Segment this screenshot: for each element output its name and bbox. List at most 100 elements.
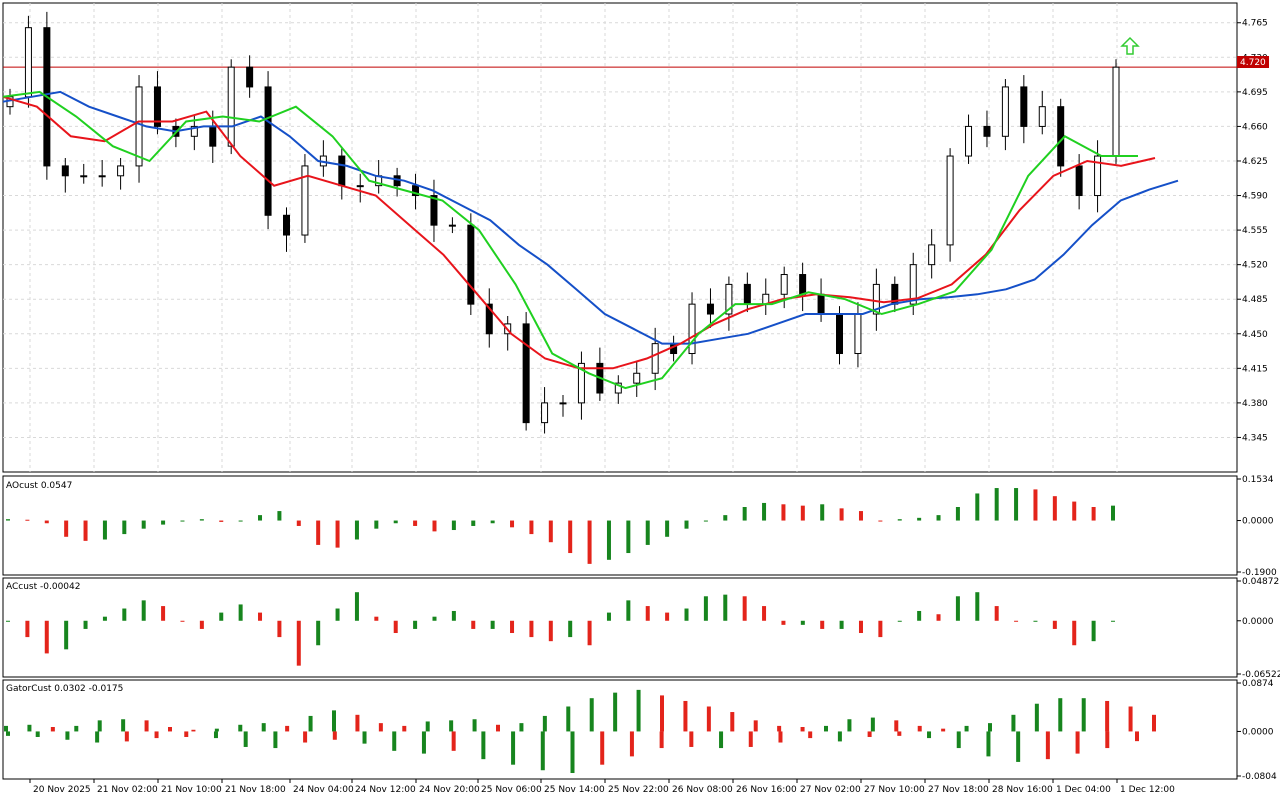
candle-body	[909, 264, 917, 305]
candle-body	[448, 224, 456, 227]
ac-bar	[180, 620, 185, 622]
x-tick-label: 28 Nov 16:00	[992, 785, 1053, 795]
candle-body	[1001, 86, 1009, 137]
ao-indicator-panel[interactable]: 0.1534 0.0000 -0.1900	[2, 475, 1277, 578]
candle-body	[1094, 155, 1102, 197]
ao-bar	[858, 511, 863, 521]
gator-upper-bar	[97, 720, 102, 732]
gator-lower-bar	[35, 731, 40, 737]
ao-bar	[1052, 496, 1057, 521]
price-panel[interactable]: 4.7654.7304.6954.6604.6254.5904.5554.520…	[2, 2, 1268, 473]
y-tick-label: 4.345	[1242, 433, 1268, 443]
x-tick-label: 26 Nov 16:00	[736, 785, 797, 795]
ao-bar	[1072, 501, 1077, 521]
gator-lower-bar	[1105, 731, 1110, 749]
alligator-lips-line	[2, 90, 1138, 390]
candle-body	[117, 165, 125, 177]
candle-body	[1075, 165, 1083, 197]
ac-bar	[161, 606, 166, 621]
candle-body	[338, 155, 346, 187]
gator-upper-bar	[332, 710, 336, 732]
candle-body	[651, 343, 659, 374]
ao-bar	[296, 520, 301, 526]
candle-body	[541, 402, 549, 424]
gator-upper-bar	[402, 725, 407, 732]
gator-upper-bar	[660, 695, 664, 732]
candle-body	[356, 185, 364, 188]
ao-bar	[587, 520, 592, 564]
gator-lower-bar	[481, 731, 486, 760]
y-tick-label: 4.485	[1242, 295, 1268, 305]
ao-bar	[6, 519, 10, 521]
ac-bar	[490, 620, 495, 629]
gator-frame	[2, 679, 1238, 780]
candle-body	[135, 86, 143, 167]
ao-bar	[354, 520, 359, 540]
candle-body	[430, 195, 438, 226]
gator-lower-bar	[124, 731, 129, 742]
x-tick-label: 24 Nov 12:00	[355, 785, 416, 795]
gator-upper-bar	[74, 725, 79, 732]
candle-body	[706, 303, 714, 315]
gator-upper-bar	[238, 724, 243, 732]
ao-bar	[316, 520, 321, 545]
candle-body	[1057, 106, 1065, 167]
gator-upper-bar	[894, 720, 899, 732]
gator-upper-bar	[800, 727, 805, 732]
ao-bar	[122, 520, 127, 535]
ac-bar	[936, 614, 941, 621]
ac-bar	[1091, 620, 1096, 642]
ao-bar	[180, 520, 185, 522]
ac-bar	[122, 608, 127, 621]
gator-upper-bar	[285, 725, 290, 732]
y-tick-label: 4.450	[1242, 330, 1268, 340]
ac-bar	[6, 620, 10, 622]
gator-lower-bar	[184, 731, 189, 737]
gator-upper-bar	[683, 700, 688, 732]
y-tick-label: 0.0000	[1242, 517, 1274, 527]
y-tick-label: 4.695	[1242, 88, 1268, 98]
gator-upper-bar	[308, 715, 313, 732]
y-tick-label: 4.415	[1242, 364, 1268, 374]
candle-body	[485, 303, 493, 335]
candle-body	[264, 86, 272, 216]
ao-bar	[800, 505, 805, 521]
gator-upper-bar	[1105, 700, 1110, 732]
gator-lower-bar	[1045, 731, 1050, 760]
ao-bar	[238, 520, 243, 522]
gator-lower-bar	[511, 731, 516, 765]
ao-bar	[25, 519, 30, 521]
price-tag: 4.720	[1240, 58, 1266, 68]
candle-body	[283, 214, 290, 236]
gator-lower-bar	[600, 731, 605, 765]
gator-lower-bar	[451, 731, 456, 751]
ac-indicator-panel[interactable]: 0.04872 0.0000 -0.06522	[2, 577, 1280, 680]
ac-bar	[413, 620, 418, 629]
ao-bar	[975, 493, 980, 521]
ao-bar	[335, 520, 340, 548]
ao-bar	[665, 520, 670, 537]
ac-bar	[25, 620, 30, 638]
ao-bar	[703, 520, 708, 522]
candle-body	[1038, 106, 1046, 127]
ac-bar	[1111, 620, 1115, 622]
ao-bar	[606, 520, 611, 560]
y-tick-label: 4.590	[1242, 192, 1268, 202]
candle-body	[246, 66, 254, 88]
gator-upper-bar	[988, 723, 992, 732]
candle-body	[928, 244, 936, 266]
ao-bar	[529, 520, 534, 535]
gator-indicator-panel[interactable]: 0.0874 0.0000 -0.0804	[2, 679, 1277, 782]
gator-upper-bar	[519, 723, 524, 732]
ao-bar	[374, 520, 379, 529]
x-tick-label: 24 Nov 04:00	[293, 785, 354, 795]
ac-bar	[529, 620, 534, 638]
y-tick-label: 4.660	[1242, 122, 1268, 132]
gator-lower-bar	[6, 731, 10, 736]
ac-bar	[219, 612, 224, 621]
candle-body	[836, 313, 843, 355]
gator-lower-bar	[629, 731, 634, 757]
ac-bar	[354, 592, 359, 621]
gator-upper-bar	[1152, 714, 1156, 732]
